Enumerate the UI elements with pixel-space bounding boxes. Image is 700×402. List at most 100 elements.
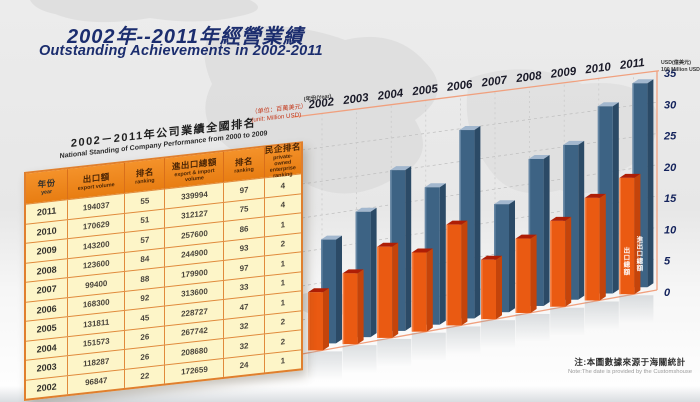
bar-export-2009-side-face	[565, 216, 572, 307]
bar-export-2004-side-face	[392, 242, 399, 338]
bar-export-2010-top-face	[584, 193, 606, 198]
bar-total-2005-side-face	[439, 183, 446, 325]
bar-reflection	[411, 332, 446, 361]
x-year-label: 2009	[549, 66, 577, 81]
bar-export-2002-highlight	[308, 292, 310, 351]
bar-export-2003-top-face	[342, 269, 364, 274]
bar-total-2002-top-face	[321, 235, 342, 240]
map-landmass-north	[30, 0, 258, 23]
bar-reflection	[308, 351, 342, 380]
bar-export-2008-highlight	[515, 238, 518, 313]
bar-export-2006-top-face	[446, 220, 468, 225]
bar-export-2005	[411, 252, 427, 332]
header-ranking-2: 排名 ranking	[224, 147, 265, 182]
bar-label-total: 進出口總額	[636, 234, 644, 272]
y-tick-label: 10	[664, 224, 677, 236]
bar-export-2007-side-face	[496, 255, 502, 320]
header-private-rank: 民企排名 private-owned enterprise ranking	[265, 141, 301, 179]
table-grid: 年份 year 出口額 export volume 排名 ranking 進出口…	[24, 141, 303, 401]
bar-export-2007-top-face	[481, 255, 502, 260]
bar-export-2011-highlight	[619, 177, 621, 295]
y-tick-label: 5	[664, 256, 671, 268]
bar-total-2010-top-face	[597, 102, 619, 107]
bar-reflection	[550, 307, 585, 336]
chart-axes: 0 5 10 15 20 25 30 35	[291, 68, 677, 355]
x-year-label: 2006	[445, 79, 473, 94]
y-tick-label: 20	[663, 162, 677, 174]
floor-shadow-strip	[0, 386, 700, 402]
bar-export-2004	[377, 246, 393, 338]
bar-export-2007	[481, 259, 496, 320]
baseline	[301, 289, 658, 355]
bar-export-2010-side-face	[599, 193, 606, 301]
x-year-label: 2010	[584, 61, 612, 76]
header-year-cn: 年份	[37, 177, 56, 190]
y-tick-label: 25	[663, 131, 677, 143]
bar-export-2003-side-face	[357, 269, 364, 345]
bar-export-2007-highlight	[481, 259, 483, 320]
x-year-label: 2004	[376, 87, 404, 102]
bar-export-2009	[550, 220, 566, 307]
table-cell: 1	[280, 356, 286, 366]
table-cell: 22	[125, 364, 166, 388]
bar-reflection	[446, 326, 481, 355]
bar-export-2009-top-face	[550, 216, 572, 221]
bar-export-2002-top-face	[308, 288, 329, 293]
bar-total-2003-top-face	[355, 207, 377, 212]
y-tick-label: 35	[664, 68, 677, 80]
bar-total-2009-side-face	[578, 140, 585, 300]
bar-export-2011-top-face	[619, 173, 641, 178]
y-tick-label: 0	[664, 287, 671, 299]
bar-total-2007-side-face	[509, 200, 515, 313]
bar-reflection	[515, 313, 550, 342]
bar-reflection	[619, 295, 654, 324]
bar-reflection	[342, 345, 377, 374]
bar-total-2003-side-face	[370, 207, 377, 338]
bar-export-2006	[446, 224, 462, 326]
bar-total-2004-side-face	[405, 166, 412, 331]
year-axis-line	[291, 70, 660, 118]
table-body: 2011 194037 55 339994 97 4 2010 170629 51 312127 7…	[26, 173, 301, 399]
source-note: 注:本圖數據來源于海關統計 Note:The date is provided …	[556, 356, 700, 375]
table-cell: 24	[224, 353, 265, 377]
bar-label-export: 出口總額	[623, 245, 631, 276]
bar-total-2011-side-face	[647, 79, 654, 288]
y-tick-label: 30	[664, 99, 677, 111]
bar-export-2005-top-face	[411, 248, 433, 253]
bar-total-2008-top-face	[528, 154, 550, 159]
bar-export-2006-side-face	[461, 220, 468, 326]
x-year-label: 2003	[341, 92, 369, 107]
page-title: 2002年--2011年經營業績	[67, 26, 304, 48]
source-note-cn: 注:本圖數據來源于海關統計	[574, 357, 686, 367]
table-cell-year: 2002	[26, 375, 69, 399]
bar-reflection	[377, 338, 412, 367]
bar-export-2010	[584, 197, 600, 301]
x-year-label: 2008	[514, 70, 542, 85]
bar-total-2005-top-face	[424, 183, 446, 188]
bar-reflection	[481, 320, 515, 349]
bar-export-2003-highlight	[342, 273, 345, 345]
performance-table: 2002－2011年公司業績全國排名 National Standing of …	[24, 103, 307, 401]
bar-total-2008-side-face	[543, 154, 550, 306]
bar-export-2005-highlight	[411, 252, 414, 332]
bar-total-2011-top-face	[632, 79, 654, 84]
header-ranking-1: 排名 ranking	[125, 158, 166, 193]
bar-export-2005-side-face	[426, 248, 433, 332]
bar-export-2010-highlight	[584, 197, 587, 301]
bar-total-2010-side-face	[612, 102, 619, 294]
bar-total-2002-side-face	[336, 235, 342, 344]
bar-total-2006-side-face	[474, 126, 481, 319]
bar-export-2008-top-face	[515, 234, 537, 239]
bar-export-2002-side-face	[323, 288, 329, 351]
header-ranking1-en: ranking	[135, 177, 155, 186]
x-year-label: 2005	[411, 83, 439, 98]
bar-total-2006-top-face	[459, 126, 481, 131]
bar-total-2004-top-face	[390, 166, 412, 171]
bar-export-2011-side-face	[634, 173, 641, 295]
bar-export-2009-highlight	[550, 220, 552, 307]
bar-total-2009-top-face	[563, 140, 585, 145]
header-ranking2-en: ranking	[234, 166, 254, 175]
